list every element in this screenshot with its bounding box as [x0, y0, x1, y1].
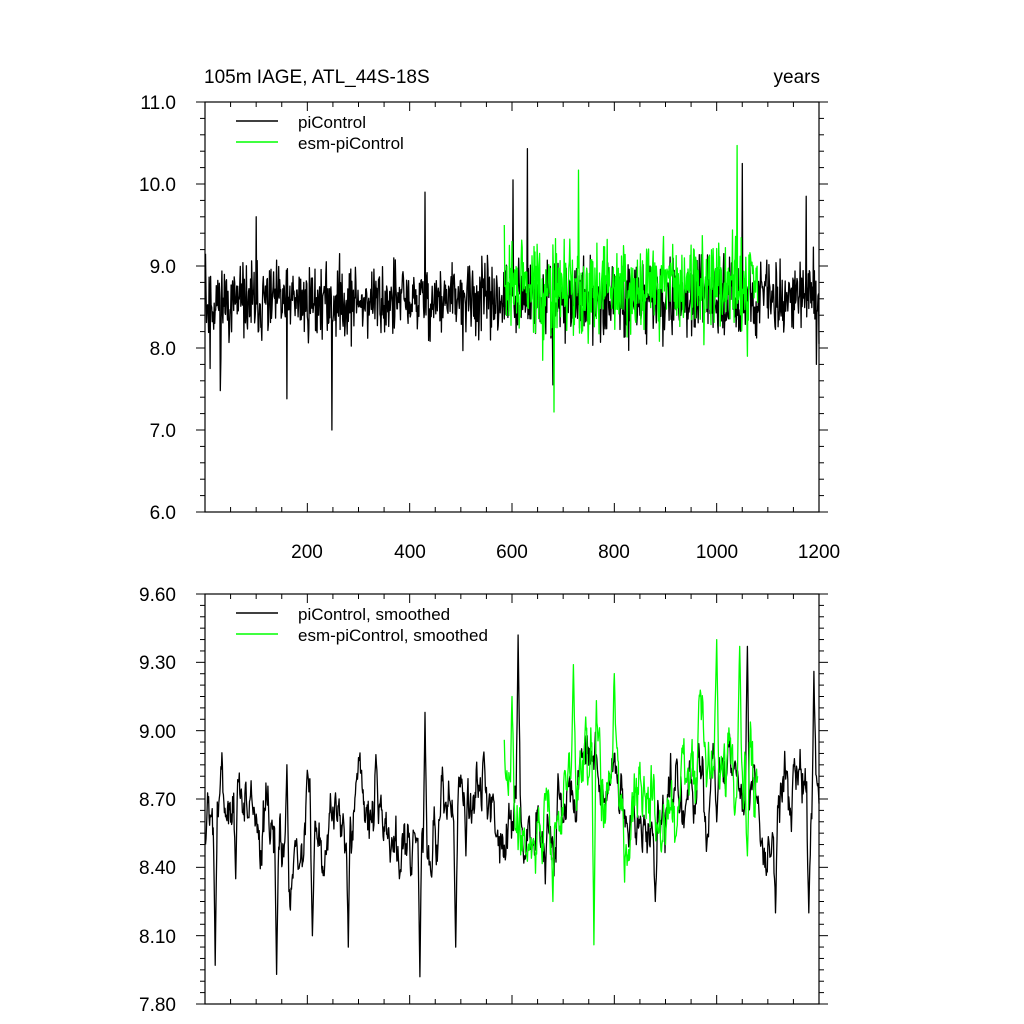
top-y-tick-label: 7.0 — [150, 421, 176, 442]
bottom-series-line-picontrol-smoothed — [204, 634, 820, 978]
top-chart-units: years — [774, 67, 820, 88]
top-y-tick-label: 11.0 — [140, 93, 176, 114]
bottom-chart-series — [204, 634, 820, 978]
bottom-y-tick-label: 9.60 — [139, 585, 176, 606]
top-y-tick-label: 9.0 — [150, 257, 176, 278]
top-chart-x-tick-labels: 200 400 600 800 1000 1200 — [291, 542, 840, 563]
bottom-chart-ticks — [196, 593, 828, 1005]
legend-label-esm-picontrol-smoothed: esm-piControl, smoothed — [298, 626, 488, 645]
bottom-y-tick-label: 8.70 — [139, 790, 176, 811]
top-y-tick-label: 6.0 — [150, 503, 176, 524]
top-chart-title: 105m IAGE, ATL_44S-18S — [204, 67, 430, 88]
top-chart-series — [204, 144, 820, 431]
bottom-chart-legend: piControl, smoothed esm-piControl, smoot… — [236, 605, 488, 645]
bottom-y-tick-label: 9.00 — [139, 722, 176, 743]
top-chart-frame — [204, 101, 820, 513]
top-x-tick-label: 600 — [496, 542, 528, 563]
legend-label-picontrol: piControl — [298, 113, 366, 132]
bottom-chart: 7.80 8.10 8.40 8.70 9.00 9.30 9.60 piCon… — [139, 585, 828, 1016]
top-series-line-esm-picontrol — [503, 144, 759, 413]
top-x-tick-label: 200 — [291, 542, 323, 563]
top-chart-y-tick-labels: 6.0 7.0 8.0 9.0 10.0 11.0 — [139, 93, 176, 524]
bottom-chart-frame — [204, 593, 820, 1005]
top-x-tick-label: 1200 — [798, 542, 840, 563]
bottom-y-tick-label: 7.80 — [139, 995, 176, 1016]
legend-label-esm-picontrol: esm-piControl — [298, 134, 404, 153]
bottom-y-tick-label: 8.10 — [139, 927, 176, 948]
bottom-y-tick-label: 9.30 — [139, 653, 176, 674]
top-x-tick-label: 1000 — [696, 542, 738, 563]
top-y-tick-label: 10.0 — [139, 175, 176, 196]
top-chart: 105m IAGE, ATL_44S-18S years 6.0 7.0 8.0… — [139, 67, 840, 563]
top-series-line-picontrol — [204, 148, 820, 431]
top-x-tick-label: 400 — [394, 542, 426, 563]
top-chart-legend: piControl esm-piControl — [236, 113, 404, 153]
legend-label-picontrol-smoothed: piControl, smoothed — [298, 605, 450, 624]
bottom-series-line-esm-picontrol-smoothed — [503, 638, 759, 946]
bottom-chart-y-tick-labels: 7.80 8.10 8.40 8.70 9.00 9.30 9.60 — [139, 585, 176, 1016]
top-x-tick-label: 800 — [598, 542, 630, 563]
top-y-tick-label: 8.0 — [150, 339, 176, 360]
bottom-y-tick-label: 8.40 — [139, 858, 176, 879]
